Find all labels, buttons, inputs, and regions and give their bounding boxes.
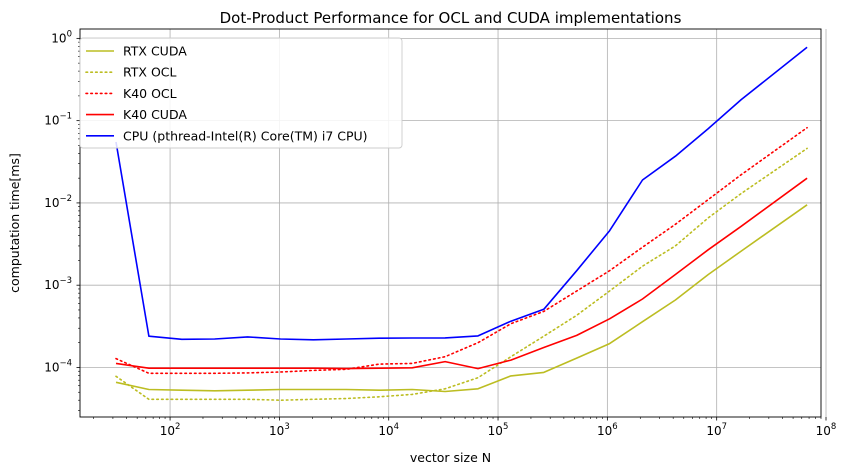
x-axis-label: vector size N bbox=[410, 450, 491, 465]
series-line-2 bbox=[115, 147, 808, 402]
tick-label-exponent: 3 bbox=[284, 422, 289, 432]
tick-label-base: 10 bbox=[44, 278, 59, 292]
tick-label-exponent: 2 bbox=[175, 422, 180, 432]
tick-label-exponent: 0 bbox=[67, 29, 72, 39]
tick-label-base: 10 bbox=[160, 424, 175, 438]
tick-label-exponent: −1 bbox=[59, 112, 72, 122]
tick-label-base: 10 bbox=[706, 424, 721, 438]
legend: RTX CUDA RTX OCL K40 OCL K40 CUDA CPU (pthre… bbox=[79, 37, 403, 149]
legend-label: CPU (pthread-Intel(R) Core(TM) i7 CPU) bbox=[123, 128, 368, 143]
tick-label-base: 10 bbox=[44, 360, 59, 374]
tick-label-exponent: 4 bbox=[394, 422, 399, 432]
chart-title: Dot-Product Performance for OCL and CUDA… bbox=[220, 9, 682, 27]
legend-label: RTX OCL bbox=[123, 65, 177, 80]
tick-label-base: 10 bbox=[488, 424, 503, 438]
tick-label-exponent: 8 bbox=[831, 422, 836, 432]
tick-label-exponent: 5 bbox=[503, 422, 508, 432]
legend-label: K40 CUDA bbox=[123, 107, 187, 122]
legend-label: K40 OCL bbox=[123, 86, 177, 101]
tick-label-base: 10 bbox=[269, 424, 284, 438]
tick-label-base: 10 bbox=[597, 424, 612, 438]
x-tick-label: 108 bbox=[816, 422, 837, 438]
series-line-3 bbox=[115, 126, 808, 375]
y-tick-label: 100 bbox=[51, 29, 72, 45]
tick-label-base: 10 bbox=[44, 196, 59, 210]
tick-label-exponent: −2 bbox=[59, 194, 72, 204]
series-line-4 bbox=[115, 177, 808, 370]
y-tick-label: 10−1 bbox=[44, 112, 72, 128]
series-line-1 bbox=[115, 204, 808, 393]
x-tick-label: 103 bbox=[269, 422, 290, 438]
series-line-5 bbox=[115, 46, 808, 341]
series-layer bbox=[115, 46, 808, 402]
plot-frame bbox=[79, 28, 822, 418]
tick-label-exponent: −4 bbox=[59, 358, 72, 368]
tick-label-base: 10 bbox=[378, 424, 393, 438]
tick-label-base: 10 bbox=[816, 424, 831, 438]
legend-label: RTX CUDA bbox=[123, 44, 187, 59]
tick-label-base: 10 bbox=[44, 114, 59, 128]
x-tick-label: 106 bbox=[597, 422, 618, 438]
x-tick-label: 105 bbox=[488, 422, 509, 438]
y-tick-label: 10−4 bbox=[44, 358, 72, 374]
tick-label-exponent: 6 bbox=[612, 422, 617, 432]
y-tick-label: 10−2 bbox=[44, 194, 72, 210]
legend-box bbox=[79, 37, 403, 149]
tick-label-exponent: −3 bbox=[59, 276, 72, 286]
x-tick-label: 107 bbox=[706, 422, 727, 438]
y-axis-label: computation time[ms] bbox=[7, 153, 22, 293]
tick-label-base: 10 bbox=[51, 31, 66, 45]
y-tick-label: 10−3 bbox=[44, 276, 72, 292]
tick-label-exponent: 7 bbox=[722, 422, 727, 432]
x-tick-label: 104 bbox=[378, 422, 399, 438]
x-tick-label: 102 bbox=[160, 422, 181, 438]
